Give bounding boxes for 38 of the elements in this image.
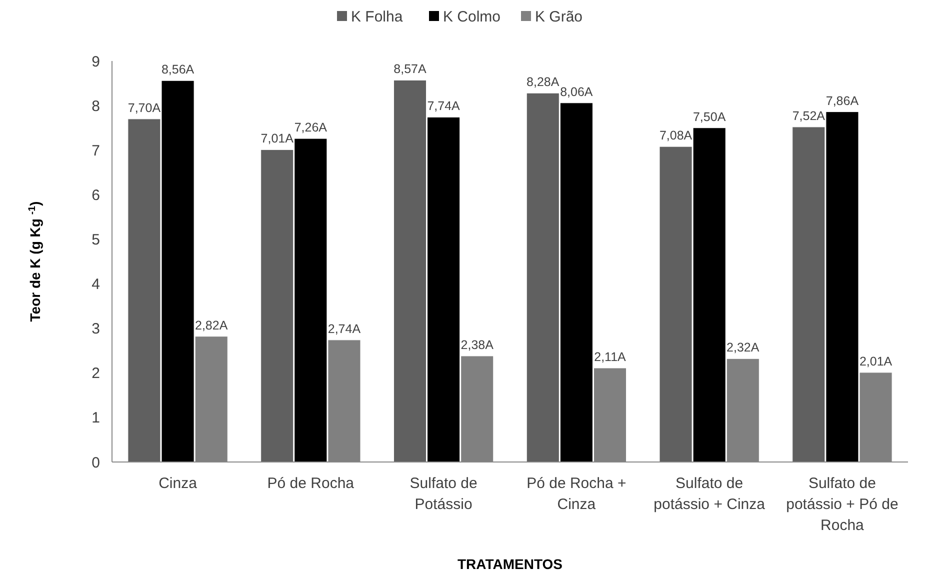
data-label: 7,74A xyxy=(427,99,461,114)
data-label: 2,32A xyxy=(726,340,760,355)
x-tick-label: Sulfato de Potássio xyxy=(410,475,478,513)
x-tick-label: Pó de Rocha xyxy=(267,475,355,492)
data-label: 2,74A xyxy=(328,322,362,336)
data-label: 2,38A xyxy=(460,338,494,352)
legend-label: K Colmo xyxy=(443,8,501,26)
data-label: 7,70A xyxy=(128,100,162,115)
data-label: 7,50A xyxy=(692,110,726,124)
y-tick-label: 7 xyxy=(92,142,100,160)
data-label: 2,01A xyxy=(859,354,893,368)
x-axis-title: TRATAMENTOS xyxy=(458,556,562,572)
y-tick-label: 9 xyxy=(92,53,100,70)
x-tick-label: Pó de Rocha + Cinza xyxy=(526,475,627,513)
data-label: 7,01A xyxy=(260,132,294,146)
data-label: 8,56A xyxy=(161,62,195,77)
y-tick-label: 8 xyxy=(92,98,100,115)
y-tick-label: 5 xyxy=(92,231,100,248)
y-tick-label: 2 xyxy=(92,365,100,382)
x-tick-label: Sulfato de potássio + Cinza xyxy=(654,475,766,513)
y-tick-label: 4 xyxy=(92,276,100,294)
legend-label: K Folha xyxy=(351,8,404,26)
data-label: 7,26A xyxy=(294,120,328,135)
data-label: 8,28A xyxy=(526,75,560,90)
data-label: 8,57A xyxy=(394,62,427,76)
y-tick-label: 6 xyxy=(92,186,100,204)
data-label: 7,52A xyxy=(792,108,826,123)
data-label: 2,11A xyxy=(594,350,627,364)
x-tick-label: Sulfato de potássio + Pó de Rocha xyxy=(786,475,898,534)
data-label: 2,82A xyxy=(195,318,228,332)
y-tick-label: 1 xyxy=(92,410,100,427)
data-label: 7,08A xyxy=(659,128,693,143)
y-tick-label: 0 xyxy=(92,454,100,472)
y-tick-label: 3 xyxy=(92,320,100,338)
legend-label: K Grão xyxy=(535,8,583,26)
x-tick-label: Cinza xyxy=(158,475,198,492)
data-label: 7,86A xyxy=(826,94,860,108)
data-label: 8,06A xyxy=(560,84,594,99)
